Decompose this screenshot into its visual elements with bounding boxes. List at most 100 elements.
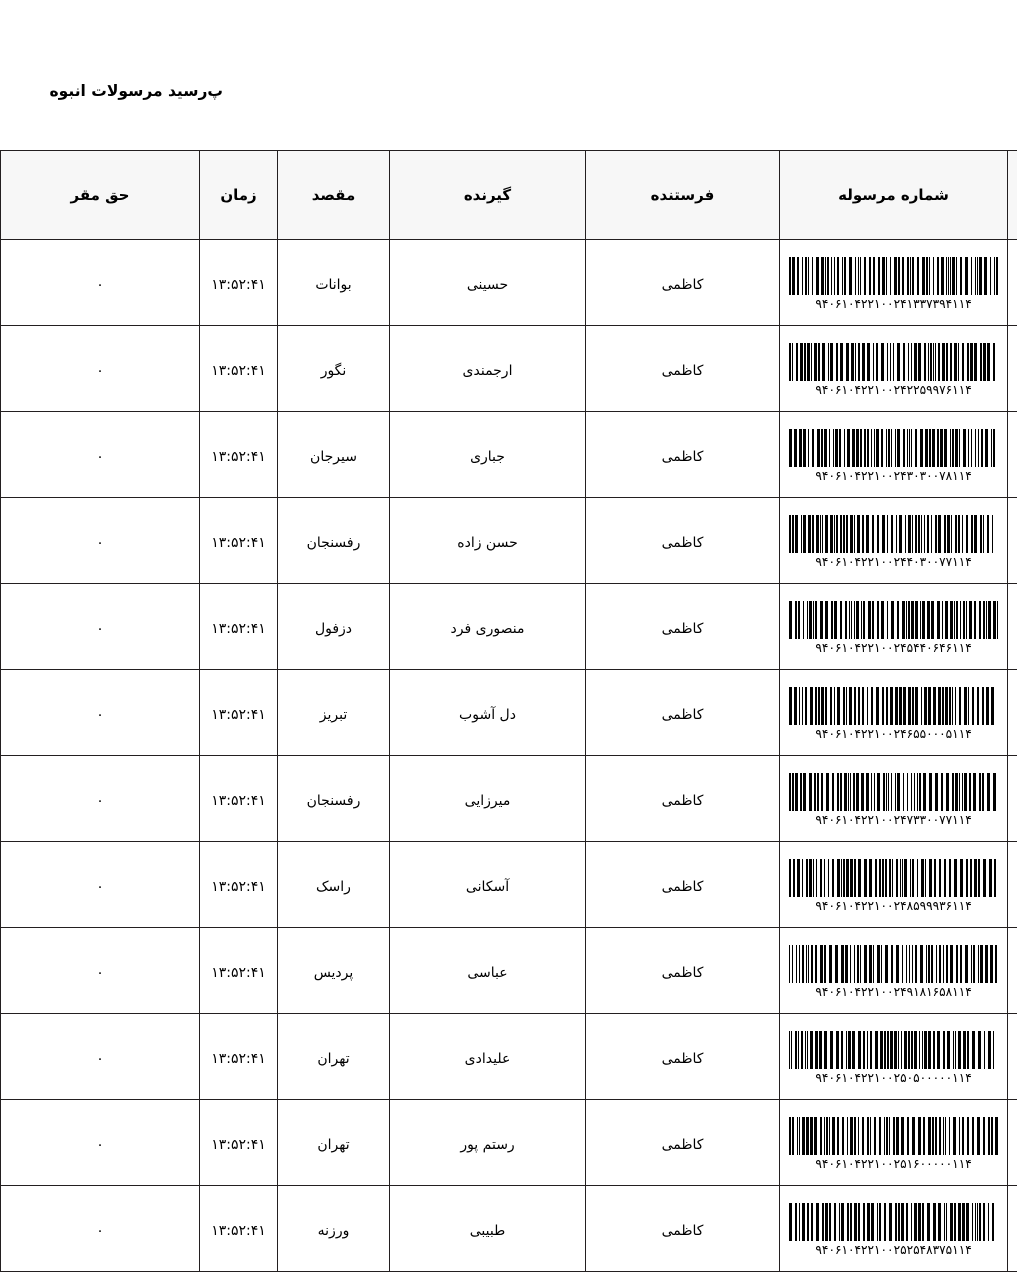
table-body: ۱ ۹۴۰۶۱۰۴۲۲۱۰۰۲۴۱۳۳۷۳۹۴۱۱۴ کاظمی حسینی بوانا… [0, 240, 1017, 1272]
cell-sender: کاظمی [528, 670, 722, 756]
cell-radif: ۳ [950, 412, 1017, 498]
cell-sender: کاظمی [528, 240, 722, 326]
table-row: ۱۱ ۹۴۰۶۱۰۴۲۲۱۰۰۲۵۱۶۰۰۰۰۰۱۱۴ کاظمی رستم پور ت… [0, 1100, 1017, 1186]
barcode-image [730, 945, 942, 983]
barcode-image [730, 1203, 942, 1241]
cell-tracking-barcode: ۹۴۰۶۱۰۴۲۲۱۰۰۲۴۸۵۹۹۹۳۶۱۱۴ [722, 842, 950, 928]
cell-fee: ۰ [0, 498, 142, 584]
column-header-time: زمان [142, 151, 220, 240]
barcode-image [730, 429, 942, 467]
cell-time: ۱۳:۵۲:۴۱ [142, 1186, 220, 1272]
table-row: ۱۰ ۹۴۰۶۱۰۴۲۲۱۰۰۲۵۰۵۰۰۰۰۰۱۱۴ کاظمی علیدادی ته… [0, 1014, 1017, 1100]
barcode-number: ۹۴۰۶۱۰۴۲۲۱۰۰۲۵۲۵۴۸۳۷۵۱۱۴ [757, 1243, 913, 1257]
cell-radif: ۱۱ [950, 1100, 1017, 1186]
cell-sender: کاظمی [528, 326, 722, 412]
barcode-image [730, 515, 942, 553]
cell-receiver: ارجمندی [332, 326, 528, 412]
cell-time: ۱۳:۵۲:۴۱ [142, 756, 220, 842]
column-header-radif: ردیف [950, 151, 1017, 240]
cell-tracking-barcode: ۹۴۰۶۱۰۴۲۲۱۰۰۲۴۷۳۳۰۰۷۷۱۱۴ [722, 756, 950, 842]
cell-destination: تبریز [220, 670, 332, 756]
cell-receiver: دل آشوب [332, 670, 528, 756]
barcode-number: ۹۴۰۶۱۰۴۲۲۱۰۰۲۴۴۰۳۰۰۷۷۱۱۴ [757, 555, 913, 569]
cell-time: ۱۳:۵۲:۴۱ [142, 928, 220, 1014]
barcode-number: ۹۴۰۶۱۰۴۲۲۱۰۰۲۴۸۵۹۹۹۳۶۱۱۴ [757, 899, 913, 913]
cell-receiver: رستم پور [332, 1100, 528, 1186]
document-header: پ رسید مرسولات انبوه [0, 74, 1017, 108]
page-title-truncated-fragment: پ [149, 82, 165, 100]
cell-receiver: منصوری فرد [332, 584, 528, 670]
cell-sender: کاظمی [528, 756, 722, 842]
cell-destination: رفسنجان [220, 756, 332, 842]
cell-radif: ۶ [950, 670, 1017, 756]
cell-receiver: حسینی [332, 240, 528, 326]
cell-time: ۱۳:۵۲:۴۱ [142, 326, 220, 412]
shipment-receipt-table: ردیف شماره مرسوله فرستنده گیرنده مقصد زم… [0, 150, 1017, 1272]
table-row: ۱۲ ۹۴۰۶۱۰۴۲۲۱۰۰۲۵۲۵۴۸۳۷۵۱۱۴ کاظمی طبیبی ورزن… [0, 1186, 1017, 1272]
barcode-number: ۹۴۰۶۱۰۴۲۲۱۰۰۲۴۱۳۳۷۳۹۴۱۱۴ [757, 297, 913, 311]
cell-fee: ۰ [0, 1186, 142, 1272]
cell-radif: ۵ [950, 584, 1017, 670]
table-row: ۹ ۹۴۰۶۱۰۴۲۲۱۰۰۲۴۹۱۸۱۶۵۸۱۱۴ کاظمی عباسی پردیس… [0, 928, 1017, 1014]
receipt-table-container: ردیف شماره مرسوله فرستنده گیرنده مقصد زم… [0, 150, 1017, 1272]
cell-tracking-barcode: ۹۴۰۶۱۰۴۲۲۱۰۰۲۴۳۰۳۰۰۷۸۱۱۴ [722, 412, 950, 498]
cell-time: ۱۳:۵۲:۴۱ [142, 1100, 220, 1186]
cell-fee: ۰ [0, 756, 142, 842]
cell-destination: پردیس [220, 928, 332, 1014]
barcode-number: ۹۴۰۶۱۰۴۲۲۱۰۰۲۴۶۵۵۰۰۰۵۱۱۴ [757, 727, 913, 741]
cell-destination: راسک [220, 842, 332, 928]
cell-receiver: آسکانی [332, 842, 528, 928]
cell-radif: ۱۲ [950, 1186, 1017, 1272]
cell-radif: ۹ [950, 928, 1017, 1014]
cell-destination: نگور [220, 326, 332, 412]
cell-sender: کاظمی [528, 1100, 722, 1186]
barcode-number: ۹۴۰۶۱۰۴۲۲۱۰۰۲۵۱۶۰۰۰۰۰۱۱۴ [757, 1157, 913, 1171]
cell-receiver: طبیبی [332, 1186, 528, 1272]
cell-sender: کاظمی [528, 1014, 722, 1100]
cell-fee: ۰ [0, 670, 142, 756]
cell-radif: ۲ [950, 326, 1017, 412]
cell-destination: ورزنه [220, 1186, 332, 1272]
cell-receiver: عباسی [332, 928, 528, 1014]
cell-sender: کاظمی [528, 842, 722, 928]
table-row: ۶ ۹۴۰۶۱۰۴۲۲۱۰۰۲۴۶۵۵۰۰۰۵۱۱۴ کاظمی دل آشوب تبر… [0, 670, 1017, 756]
cell-fee: ۰ [0, 240, 142, 326]
cell-destination: رفسنجان [220, 498, 332, 584]
barcode-image [730, 1031, 942, 1069]
cell-radif: ۸ [950, 842, 1017, 928]
cell-radif: ۷ [950, 756, 1017, 842]
barcode-number: ۹۴۰۶۱۰۴۲۲۱۰۰۲۵۰۵۰۰۰۰۰۱۱۴ [757, 1071, 913, 1085]
cell-fee: ۰ [0, 842, 142, 928]
cell-time: ۱۳:۵۲:۴۱ [142, 498, 220, 584]
column-header-fee: حق مقر [0, 151, 142, 240]
table-header-row: ردیف شماره مرسوله فرستنده گیرنده مقصد زم… [0, 151, 1017, 240]
cell-fee: ۰ [0, 584, 142, 670]
cell-fee: ۰ [0, 412, 142, 498]
table-row: ۳ ۹۴۰۶۱۰۴۲۲۱۰۰۲۴۳۰۳۰۰۷۸۱۱۴ کاظمی جباری سیرجا… [0, 412, 1017, 498]
cell-sender: کاظمی [528, 928, 722, 1014]
cell-time: ۱۳:۵۲:۴۱ [142, 1014, 220, 1100]
barcode-image [730, 687, 942, 725]
barcode-number: ۹۴۰۶۱۰۴۲۲۱۰۰۲۴۵۴۴۰۶۴۶۱۱۴ [757, 641, 913, 655]
cell-tracking-barcode: ۹۴۰۶۱۰۴۲۲۱۰۰۲۴۵۴۴۰۶۴۶۱۱۴ [722, 584, 950, 670]
cell-sender: کاظمی [528, 584, 722, 670]
cell-receiver: علیدادی [332, 1014, 528, 1100]
cell-fee: ۰ [0, 928, 142, 1014]
column-header-tracking-number: شماره مرسوله [722, 151, 950, 240]
barcode-number: ۹۴۰۶۱۰۴۲۲۱۰۰۲۴۹۱۸۱۶۵۸۱۱۴ [757, 985, 913, 999]
cell-tracking-barcode: ۹۴۰۶۱۰۴۲۲۱۰۰۲۴۴۰۳۰۰۷۷۱۱۴ [722, 498, 950, 584]
table-row: ۲ ۹۴۰۶۱۰۴۲۲۱۰۰۲۴۲۲۵۹۹۷۶۱۱۴ کاظمی ارجمندی نگو… [0, 326, 1017, 412]
barcode-image [730, 773, 942, 811]
column-header-receiver: گیرنده [332, 151, 528, 240]
cell-tracking-barcode: ۹۴۰۶۱۰۴۲۲۱۰۰۲۴۱۳۳۷۳۹۴۱۱۴ [722, 240, 950, 326]
cell-radif: ۱۰ [950, 1014, 1017, 1100]
barcode-number: ۹۴۰۶۱۰۴۲۲۱۰۰۲۴۲۲۵۹۹۷۶۱۱۴ [757, 383, 913, 397]
cell-tracking-barcode: ۹۴۰۶۱۰۴۲۲۱۰۰۲۴۲۲۵۹۹۷۶۱۱۴ [722, 326, 950, 412]
column-header-destination: مقصد [220, 151, 332, 240]
cell-radif: ۱ [950, 240, 1017, 326]
cell-tracking-barcode: ۹۴۰۶۱۰۴۲۲۱۰۰۲۵۲۵۴۸۳۷۵۱۱۴ [722, 1186, 950, 1272]
cell-destination: سیرجان [220, 412, 332, 498]
cell-time: ۱۳:۵۲:۴۱ [142, 670, 220, 756]
table-row: ۱ ۹۴۰۶۱۰۴۲۲۱۰۰۲۴۱۳۳۷۳۹۴۱۱۴ کاظمی حسینی بوانا… [0, 240, 1017, 326]
table-row: ۴ ۹۴۰۶۱۰۴۲۲۱۰۰۲۴۴۰۳۰۰۷۷۱۱۴ کاظمی حسن زاده رف… [0, 498, 1017, 584]
